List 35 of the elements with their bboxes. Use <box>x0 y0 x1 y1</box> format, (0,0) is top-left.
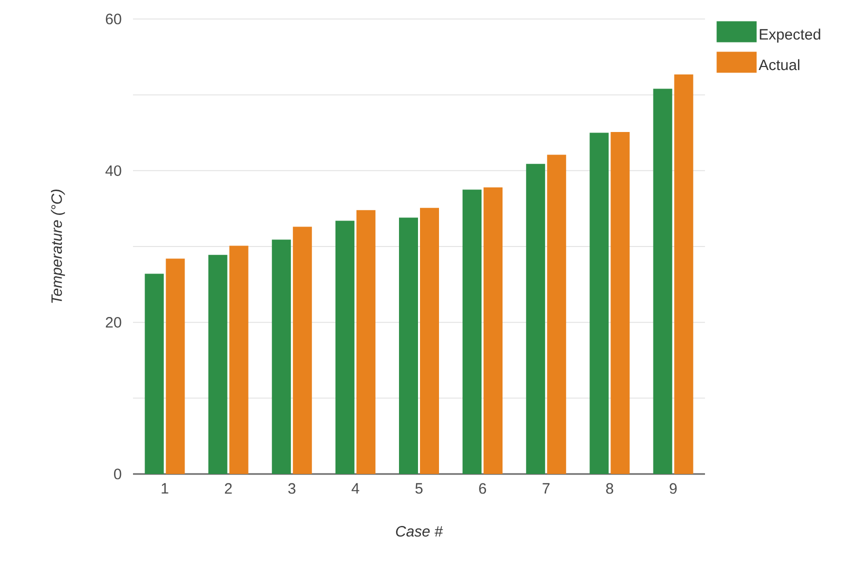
bar <box>229 246 248 474</box>
y-tick-label: 0 <box>114 468 122 480</box>
x-tick-label: 4 <box>352 483 360 494</box>
x-tick-label: 7 <box>542 483 550 494</box>
bar <box>484 187 503 474</box>
bar <box>144 274 164 474</box>
bar <box>674 74 694 474</box>
x-tick-label: 1 <box>162 483 168 494</box>
bar <box>420 208 439 474</box>
legend-label: Expected <box>760 28 820 43</box>
bar <box>335 220 354 474</box>
bar <box>356 210 376 474</box>
x-tick-label: 9 <box>670 483 677 494</box>
x-axis-title: Case # <box>396 526 443 537</box>
x-tick-label: 6 <box>479 483 486 494</box>
bar <box>653 88 672 474</box>
x-tick-label: 8 <box>606 483 614 494</box>
bar <box>208 254 228 474</box>
bar <box>610 132 630 474</box>
y-tick-label: 60 <box>106 14 122 24</box>
bar <box>272 240 291 474</box>
y-tick-label: 40 <box>105 165 122 176</box>
x-tick-label: 3 <box>288 483 296 494</box>
x-tick-label: 5 <box>415 483 423 494</box>
bar <box>590 132 609 474</box>
bar <box>526 164 546 474</box>
bar <box>292 226 312 474</box>
bar <box>399 218 418 474</box>
bar <box>547 154 566 474</box>
bar <box>462 190 482 474</box>
y-axis-title: Temperature (°C) <box>50 190 65 303</box>
y-tick-label: 20 <box>106 317 122 328</box>
bar <box>166 258 185 474</box>
x-tick-label: 2 <box>224 483 232 494</box>
legend-label: Actual <box>758 59 800 70</box>
